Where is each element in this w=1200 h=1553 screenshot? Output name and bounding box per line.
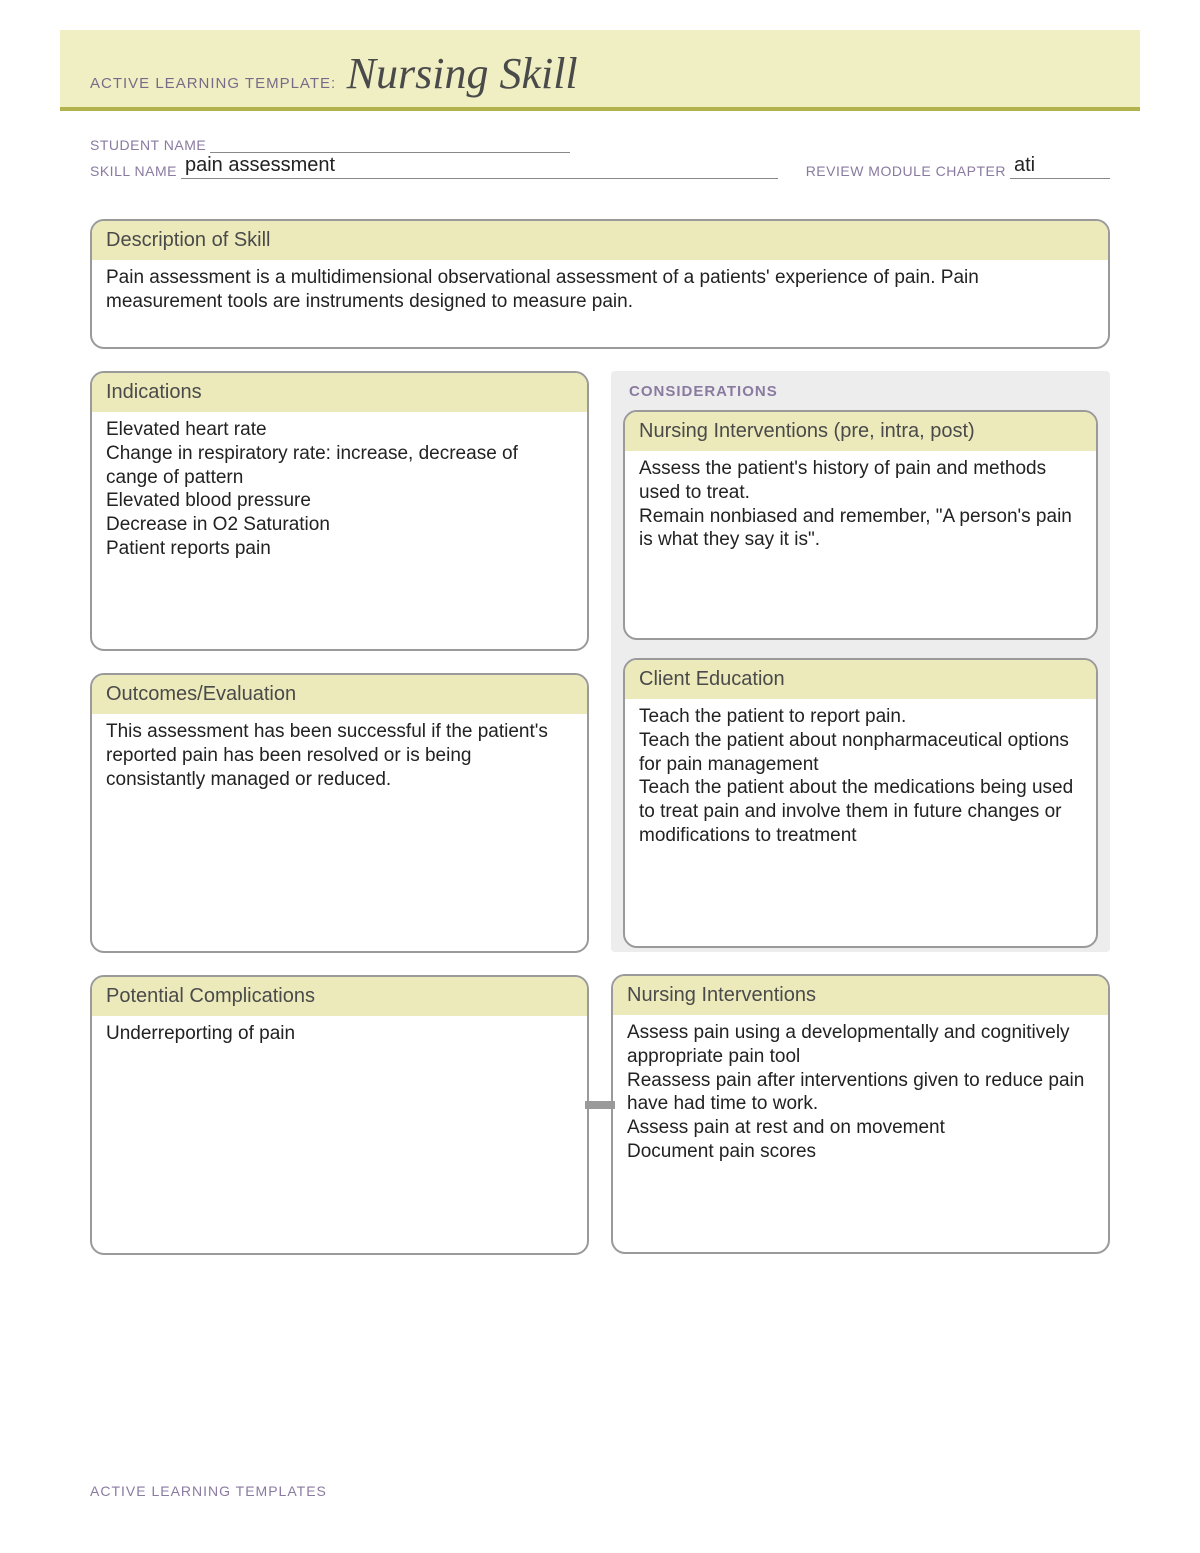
page: ACTIVE LEARNING TEMPLATE: Nursing Skill … <box>60 30 1140 1523</box>
outcomes-box: Outcomes/Evaluation This assessment has … <box>90 673 589 953</box>
connector-line <box>585 1101 615 1109</box>
outcomes-body: This assessment has been successful if t… <box>92 714 587 805</box>
skill-row: SKILL NAME pain assessment REVIEW MODULE… <box>90 159 1110 179</box>
skill-name-field[interactable]: pain assessment <box>181 159 778 179</box>
complications-body: Underreporting of pain <box>92 1016 587 1060</box>
right-column: CONSIDERATIONS Nursing Interventions (pr… <box>611 371 1110 1277</box>
complications-title: Potential Complications <box>92 977 587 1016</box>
skill-name-value: pain assessment <box>185 154 335 177</box>
client-education-body: Teach the patient to report pain. Teach … <box>625 699 1096 862</box>
indications-title: Indications <box>92 373 587 412</box>
nursing-interventions-box: Nursing Interventions Assess pain using … <box>611 974 1110 1254</box>
considerations-label: CONSIDERATIONS <box>629 383 1098 400</box>
nursing-interventions-title: Nursing Interventions <box>613 976 1108 1015</box>
banner: ACTIVE LEARNING TEMPLATE: Nursing Skill <box>60 30 1140 111</box>
form-area: STUDENT NAME SKILL NAME pain assessment … <box>60 111 1140 189</box>
banner-title: Nursing Skill <box>347 49 578 98</box>
left-column: Indications Elevated heart rate Change i… <box>90 371 589 1277</box>
nursing-interventions-pre-box: Nursing Interventions (pre, intra, post)… <box>623 410 1098 640</box>
student-name-field[interactable] <box>210 133 570 153</box>
main-content: Description of Skill Pain assessment is … <box>60 189 1140 1277</box>
footer-text: ACTIVE LEARNING TEMPLATES <box>90 1483 327 1499</box>
student-row: STUDENT NAME <box>90 133 1110 153</box>
review-label: REVIEW MODULE CHAPTER <box>806 163 1006 179</box>
student-name-label: STUDENT NAME <box>90 137 206 153</box>
columns: Indications Elevated heart rate Change i… <box>90 371 1110 1277</box>
description-box: Description of Skill Pain assessment is … <box>90 219 1110 349</box>
nursing-interventions-pre-body: Assess the patient's history of pain and… <box>625 451 1096 566</box>
complications-box: Potential Complications Underreporting o… <box>90 975 589 1255</box>
description-title: Description of Skill <box>92 221 1108 260</box>
review-field[interactable]: ati <box>1010 159 1110 179</box>
client-education-title: Client Education <box>625 660 1096 699</box>
client-education-box: Client Education Teach the patient to re… <box>623 658 1098 948</box>
indications-box: Indications Elevated heart rate Change i… <box>90 371 589 651</box>
skill-name-label: SKILL NAME <box>90 163 177 179</box>
outcomes-title: Outcomes/Evaluation <box>92 675 587 714</box>
description-body: Pain assessment is a multidimensional ob… <box>92 260 1108 328</box>
indications-body: Elevated heart rate Change in respirator… <box>92 412 587 575</box>
review-value: ati <box>1014 154 1035 177</box>
nursing-interventions-body: Assess pain using a developmentally and … <box>613 1015 1108 1178</box>
considerations-group: CONSIDERATIONS Nursing Interventions (pr… <box>611 371 1110 952</box>
nursing-interventions-pre-title: Nursing Interventions (pre, intra, post) <box>625 412 1096 451</box>
banner-prefix: ACTIVE LEARNING TEMPLATE: <box>90 75 336 92</box>
